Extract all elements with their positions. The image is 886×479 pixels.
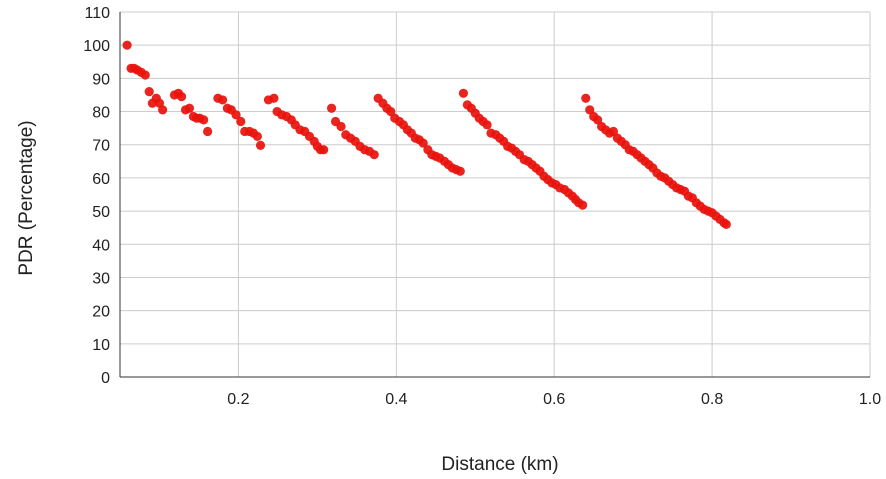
y-tick-label: 10 bbox=[92, 337, 110, 354]
data-point bbox=[158, 105, 168, 115]
data-point bbox=[269, 93, 279, 103]
y-tick-label: 30 bbox=[92, 270, 110, 287]
x-tick-label: 0.2 bbox=[227, 391, 249, 408]
data-point bbox=[199, 115, 209, 125]
data-point bbox=[236, 116, 246, 127]
y-tick-labels: 0 10 20 30 40 50 60 70 80 90 100 110 bbox=[83, 5, 110, 387]
data-point bbox=[458, 88, 469, 98]
y-tick-label: 70 bbox=[92, 138, 110, 155]
x-tick-label: 0.6 bbox=[543, 391, 565, 408]
data-point bbox=[140, 70, 150, 80]
data-point bbox=[184, 103, 195, 113]
grid-lines bbox=[120, 11, 871, 377]
x-tick-labels: 0.2 0.4 0.6 0.8 1.0 bbox=[227, 391, 881, 408]
data-point bbox=[336, 121, 346, 132]
y-axis-title: PDR (Percentage) bbox=[16, 120, 37, 275]
x-tick-label: 0.4 bbox=[385, 391, 407, 408]
y-tick-label: 80 bbox=[92, 105, 110, 122]
data-point bbox=[608, 126, 619, 137]
x-tick-label: 0.8 bbox=[701, 391, 723, 408]
axes bbox=[119, 12, 870, 378]
y-tick-label: 100 bbox=[83, 38, 110, 55]
y-tick-label: 60 bbox=[92, 171, 110, 188]
data-point bbox=[252, 131, 262, 142]
data-points bbox=[122, 40, 731, 229]
data-point bbox=[144, 87, 154, 97]
data-point bbox=[326, 103, 337, 113]
data-point bbox=[319, 145, 329, 155]
data-point bbox=[578, 200, 588, 210]
data-point bbox=[482, 120, 492, 130]
data-point bbox=[231, 110, 241, 120]
data-point bbox=[585, 105, 595, 115]
data-point bbox=[176, 92, 187, 102]
data-point bbox=[369, 150, 379, 160]
x-tick-label: 1.0 bbox=[859, 391, 881, 408]
y-tick-label: 0 bbox=[101, 370, 110, 387]
data-point bbox=[593, 115, 603, 125]
y-tick-label: 110 bbox=[84, 5, 110, 22]
y-tick-label: 40 bbox=[92, 237, 110, 254]
data-point bbox=[721, 219, 731, 229]
data-point bbox=[122, 40, 132, 50]
data-point bbox=[218, 95, 228, 105]
data-point bbox=[581, 93, 591, 103]
data-point bbox=[455, 166, 465, 176]
y-tick-label: 90 bbox=[92, 71, 110, 88]
data-point bbox=[203, 126, 213, 137]
data-point bbox=[386, 106, 396, 117]
x-axis-title: Distance (km) bbox=[441, 454, 558, 475]
data-point bbox=[418, 138, 428, 148]
y-tick-label: 50 bbox=[92, 204, 110, 221]
data-point bbox=[255, 140, 266, 150]
y-tick-label: 20 bbox=[92, 304, 110, 321]
